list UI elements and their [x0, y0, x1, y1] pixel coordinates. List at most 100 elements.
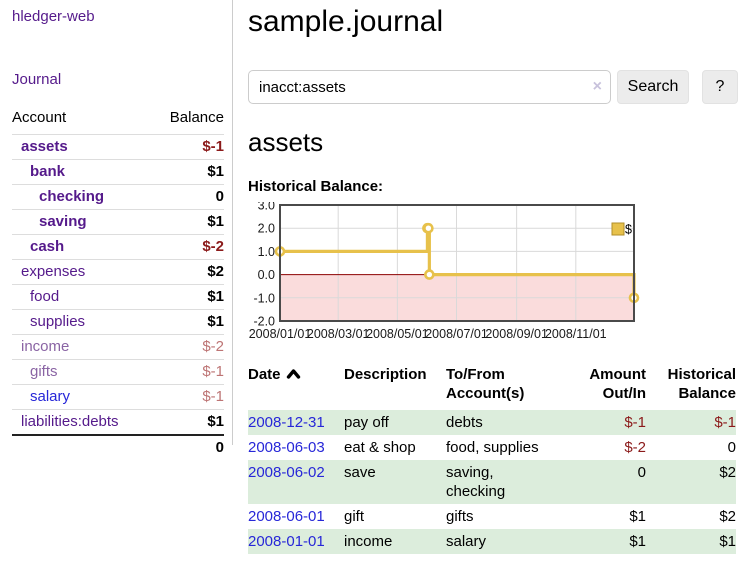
register-header-amount: Amount Out/In — [589, 366, 646, 402]
chart-svg: $3.0 2.0 1.0 0.0 -1.0 -2.02008/01/012008/03/0… — [249, 202, 640, 341]
account-balance: $-2 — [202, 338, 224, 355]
account-balance: $-1 — [202, 138, 224, 155]
transaction-description: save — [344, 464, 376, 481]
legend-swatch — [611, 222, 625, 236]
account-row: salary $-1 — [12, 384, 224, 410]
account-link-income[interactable]: income — [21, 338, 70, 355]
account-balance: $1 — [207, 288, 224, 305]
plot-border — [279, 204, 635, 322]
transaction-accounts: food, supplies — [446, 439, 539, 456]
transaction-description: income — [344, 533, 393, 550]
historical-balance-chart: $3.0 2.0 1.0 0.0 -1.0 -2.0 2008/01/01 2008/03/0… — [248, 202, 738, 344]
search-input[interactable] — [248, 70, 611, 104]
account-link-checking[interactable]: checking — [39, 188, 105, 205]
account-row: food $1 — [12, 284, 224, 310]
register-row[interactable]: 2008-06-03 eat & shop food, supplies $-2 0 — [248, 435, 736, 460]
journal-link[interactable]: Journal — [12, 71, 62, 88]
register-row[interactable]: 2008-01-01 income salary $1 $1 — [248, 529, 736, 554]
transaction-accounts: gifts — [446, 508, 474, 525]
account-row: gifts $-1 — [12, 359, 224, 385]
account-row: expenses $2 — [12, 259, 224, 285]
account-balance: $-2 — [202, 238, 224, 255]
transaction-amount: $-2 — [624, 439, 646, 456]
account-balance: $1 — [207, 313, 224, 330]
register-header-balance: Historical Balance — [667, 366, 736, 402]
account-link-food[interactable]: food — [30, 288, 60, 305]
brand-link[interactable]: hledger-web — [12, 8, 95, 25]
register-row[interactable]: 2008-06-01 gift gifts $1 $2 — [248, 504, 736, 529]
register-header-accounts: To/From Account(s) — [446, 366, 525, 402]
transaction-date-link[interactable]: 2008-06-03 — [248, 439, 325, 456]
account-link-supplies[interactable]: supplies — [30, 313, 86, 330]
account-link-cash[interactable]: cash — [30, 238, 65, 255]
transaction-description: eat & shop — [344, 439, 416, 456]
register-row[interactable]: 2008-12-31 pay off debts $-1 $-1 — [248, 410, 736, 435]
transaction-amount: $-1 — [624, 414, 646, 431]
account-balance: $-1 — [202, 388, 224, 405]
transaction-balance: $1 — [719, 533, 736, 550]
x-tick-label: 2008/07/01 — [425, 327, 488, 341]
sidebar: hledger-web Journal Account Balance asse… — [0, 0, 233, 456]
account-link-bank[interactable]: bank — [30, 163, 66, 180]
x-tick-label: 2008/09/01 — [485, 327, 548, 341]
accounts-table: Account Balance assets $-1 bank $1 checking 0… — [12, 106, 224, 460]
transaction-date-link[interactable]: 2008-01-01 — [248, 533, 325, 550]
account-heading: assets — [248, 127, 324, 157]
y-tick-label: 1.0 — [258, 245, 275, 259]
x-tick-label: 2008/03/01 — [307, 327, 370, 341]
accounts-total-row: 0 — [12, 435, 224, 460]
account-row: income $-2 — [12, 334, 224, 360]
account-balance: 0 — [215, 188, 224, 205]
transaction-accounts: saving, checking — [446, 464, 506, 500]
account-link-expenses[interactable]: expenses — [21, 263, 86, 280]
transaction-description: gift — [344, 508, 365, 525]
account-row: saving $1 — [12, 209, 224, 235]
sort-ascending-icon[interactable] — [286, 368, 301, 380]
account-balance: $1 — [207, 213, 224, 230]
app-brand: hledger-web — [12, 8, 224, 26]
register-table: Date Description To/From Account(s) Amou… — [248, 363, 736, 554]
transaction-balance: $-1 — [714, 414, 736, 431]
account-row: cash $-2 — [12, 234, 224, 260]
accounts-header-account: Account — [12, 109, 67, 126]
help-button[interactable]: ? — [702, 70, 738, 104]
legend-label: $ — [625, 223, 632, 237]
account-link-salary[interactable]: salary — [30, 388, 71, 405]
y-tick-label: -2.0 — [253, 315, 275, 329]
transaction-description: pay off — [344, 414, 389, 431]
page-title: sample.journal — [248, 5, 444, 38]
transaction-balance: $2 — [719, 508, 736, 525]
transaction-date-link[interactable]: 2008-06-01 — [248, 508, 325, 525]
register-header-row: Date Description To/From Account(s) Amou… — [248, 363, 736, 410]
account-row: liabilities:debts $1 — [12, 409, 224, 436]
search-button[interactable]: Search — [617, 70, 689, 104]
transaction-balance: 0 — [727, 439, 736, 456]
transaction-date-link[interactable]: 2008-06-02 — [248, 464, 325, 481]
account-link-gifts[interactable]: gifts — [30, 363, 58, 380]
register-row[interactable]: 2008-06-02 save saving, checking 0 $2 — [248, 460, 736, 504]
search-input-wrap: × — [248, 70, 611, 104]
transaction-amount: $1 — [629, 533, 646, 550]
clear-search-icon[interactable]: × — [592, 78, 602, 95]
register-header-date[interactable]: Date — [248, 363, 344, 410]
account-link-liabilities-debts[interactable]: liabilities:debts — [21, 413, 119, 430]
chart-label: Historical Balance: — [248, 178, 384, 195]
data-point-marker[interactable] — [424, 269, 435, 280]
account-balance: $1 — [207, 163, 224, 180]
data-point-marker[interactable] — [423, 222, 434, 234]
account-link-assets[interactable]: assets — [21, 138, 68, 155]
transaction-accounts: salary — [446, 533, 487, 550]
transaction-date-link[interactable]: 2008-12-31 — [248, 414, 325, 431]
accounts-header-balance: Balance — [169, 109, 224, 126]
accounts-total-balance: 0 — [215, 439, 224, 456]
account-balance: $1 — [207, 413, 224, 430]
search-form: × Search ? — [248, 70, 738, 104]
y-tick-label: 2.0 — [258, 222, 275, 236]
y-tick-label: -1.0 — [253, 291, 275, 305]
x-tick-label: 2008/11/01 — [545, 327, 607, 341]
register-header-description: Description — [344, 366, 427, 383]
account-balance: $-1 — [202, 363, 224, 380]
accounts-table-header: Account Balance — [12, 106, 224, 135]
account-link-saving[interactable]: saving — [39, 213, 87, 230]
transaction-amount: $1 — [629, 508, 646, 525]
